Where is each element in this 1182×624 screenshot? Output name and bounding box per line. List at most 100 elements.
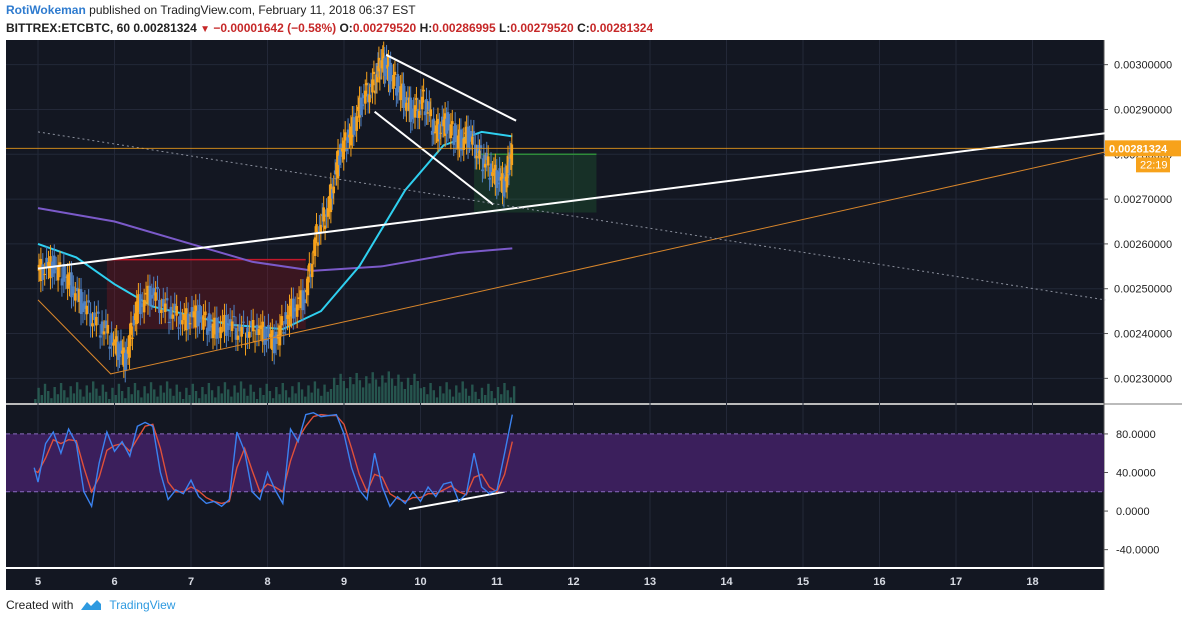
candle [318,226,321,234]
rsi-tick-label: 0.0000 [1116,506,1150,518]
time-tick-label: 18 [1026,576,1038,588]
candle [430,130,434,135]
candle [70,272,73,298]
volume-bar [82,396,85,403]
candle [475,155,478,159]
candle [200,317,203,319]
candle [135,301,139,325]
candle [384,70,387,73]
candle [240,327,243,337]
candle [225,314,228,336]
time-tick-label: 9 [341,576,347,588]
volume-bar [448,389,452,403]
volume-bar [50,398,53,403]
volume-bar [223,382,227,403]
volume-bar [480,387,484,403]
candle [362,95,366,99]
candle [122,347,126,367]
price-tick-label: 0.00240000 [1114,329,1172,341]
candle [502,178,506,197]
volume-bar [487,383,490,403]
price-tick-label: 0.00290000 [1114,104,1172,116]
candle [219,326,222,339]
candle [491,172,494,176]
candle [54,267,58,270]
candle [510,144,514,166]
volume-bar [117,383,121,403]
volume-bar [316,388,320,403]
candle [278,325,282,346]
candle [409,97,412,122]
candle [492,168,496,173]
countdown-tag [1136,157,1170,173]
candle [284,312,287,325]
author-name[interactable]: RotiWokeman [6,3,86,17]
candle [113,339,117,343]
candle [395,87,398,96]
volume-bar [432,390,435,403]
candle [132,316,136,326]
price-tick-label: 0.00250000 [1114,284,1172,296]
candle [459,129,463,151]
tradingview-brand[interactable]: TradingView [109,598,176,612]
candle [158,299,161,313]
candle [81,303,85,313]
price-chart[interactable]: 0.003000000.002900000.002800000.00270000… [6,40,1182,590]
volume-bar [114,395,117,403]
candle [336,150,340,179]
candle [116,341,120,360]
candle [267,325,270,338]
volume-bar [165,381,169,403]
volume-bar [403,389,407,403]
candle [439,132,443,134]
candle [217,327,221,333]
volume-bar [88,392,92,403]
published-text: published on TradingView.com, February 1… [89,3,416,17]
volume-bar [140,397,143,403]
volume-bar [198,398,201,403]
candle [420,96,424,110]
candle [485,153,489,161]
candle [142,299,146,313]
close-label: C: [577,21,590,35]
candle [186,313,190,330]
candle [455,136,458,139]
volume-bar [416,381,419,403]
volume-bar [394,385,397,403]
volume-bar [326,391,329,403]
candle [335,162,338,175]
candle [449,124,453,139]
volume-bar [72,393,76,403]
volume-bar [291,386,294,403]
volume-bar [329,389,333,403]
price-tick-label: 0.00230000 [1114,373,1172,385]
volume-bar [259,387,262,403]
volume-bar [233,385,236,403]
volume-bar [75,382,79,403]
volume-bar [169,388,172,403]
candle [423,111,427,116]
candle [207,313,211,332]
candle [228,319,232,326]
candle [389,62,392,82]
candle [144,292,148,295]
volume-bar [397,374,400,403]
time-tick-label: 5 [35,576,41,588]
time-tick-label: 8 [264,576,270,588]
candle [452,137,456,145]
volume-bar [400,381,403,403]
volume-bar [66,397,69,403]
volume-bar [313,381,317,403]
candle [323,225,327,229]
volume-bar [92,381,95,403]
time-tick-label: 11 [491,576,503,588]
candle [72,286,75,296]
candle [303,299,307,304]
candle [363,90,367,104]
volume-bar [95,388,98,403]
candle [41,264,45,280]
candle [234,327,238,340]
candle [333,170,337,175]
candle [96,311,100,314]
volume-bar [133,383,137,403]
